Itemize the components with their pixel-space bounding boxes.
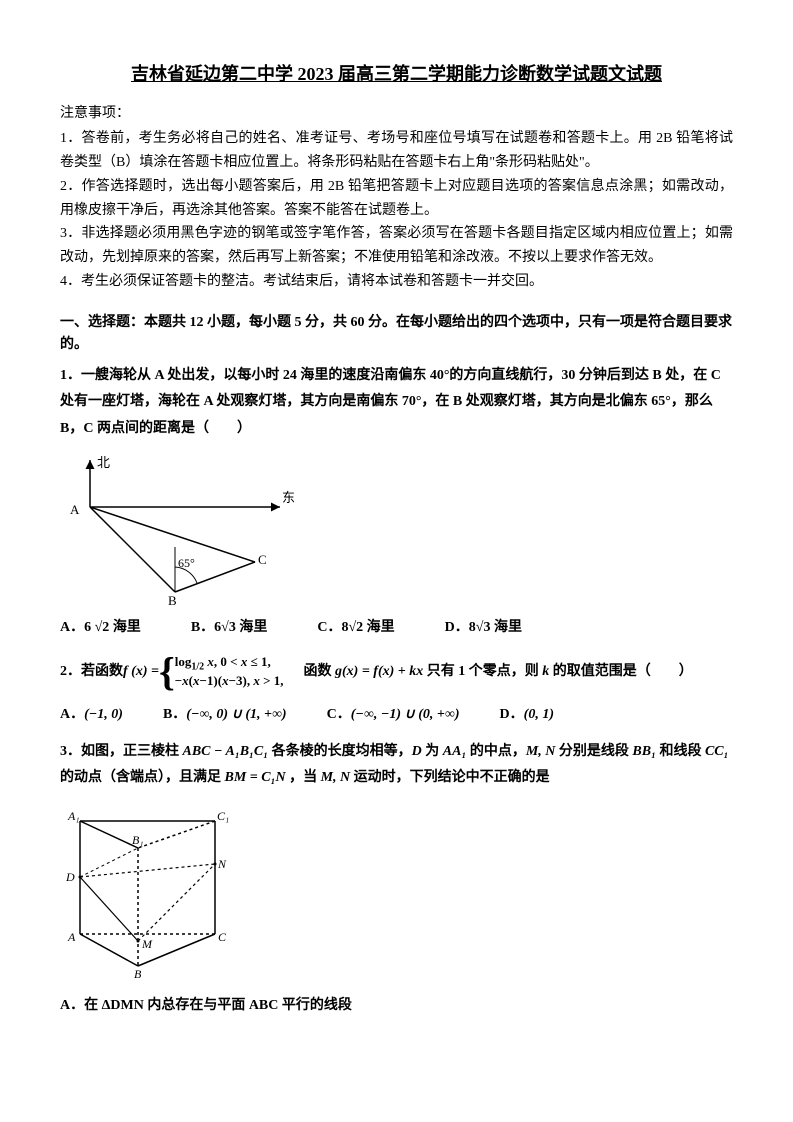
q2-fx: f (x) = [123, 662, 159, 682]
q1-option-c: C．8√2 海里 [317, 617, 394, 639]
q2-option-c: C．(−∞, −1) ∪ (0, +∞) [327, 704, 460, 726]
q3-diagram: A₁ C₁ B₁ D N A C B M [60, 806, 733, 981]
q2-pieces: log1/2 x, 0 < x ≤ 1, −x(x−1)(x−3), x > 1… [175, 654, 284, 690]
a-label: A [70, 502, 80, 517]
m-label: M [141, 937, 153, 951]
section-1-header: 一、选择题：本题共 12 小题，每小题 5 分，共 60 分。在每小题给出的四个… [60, 312, 733, 357]
b-label: B [168, 593, 177, 607]
q2-middle: 函数 g(x) = f(x) + kx 只有 1 个零点，则 k 的取值范围是（… [304, 662, 693, 682]
question-2: 2．若函数 f (x) = { log1/2 x, 0 < x ≤ 1, −x(… [60, 654, 733, 690]
c-label-prism: C [218, 930, 227, 944]
page-title: 吉林省延边第二中学 2023 届高三第二学期能力诊断数学试题文试题 [60, 60, 733, 89]
question-1: 1．一艘海轮从 A 处出发，以每小时 24 海里的速度沿南偏东 40°的方向直线… [60, 363, 733, 443]
q1-text: 1．一艘海轮从 A 处出发，以每小时 24 海里的速度沿南偏东 40°的方向直线… [60, 368, 721, 436]
c1-label: C₁ [217, 809, 229, 823]
notice-2: 2．作答选择题时，选出每小题答案后，用 2B 铅笔把答题卡上对应题目选项的答案信… [60, 175, 733, 223]
q2-option-a: A．(−1, 0) [60, 704, 123, 726]
q2-option-b: B．(−∞, 0) ∪ (1, +∞) [163, 704, 287, 726]
angle-label: 65° [178, 556, 195, 570]
notice-header: 注意事项： [60, 103, 733, 125]
q1-option-b: B．6√3 海里 [191, 617, 268, 639]
b1-label: B₁ [132, 833, 144, 847]
q3-text: 3．如图，正三棱柱 ABC − A₁B₁C₁ 各条棱的长度均相等，D 为 AA₁… [60, 744, 729, 786]
notice-1: 1．答卷前，考生务必将自己的姓名、准考证号、考场号和座位号填写在试题卷和答题卡上… [60, 127, 733, 175]
q3-opta-text: A．在 ΔDMN 内总存在与平面 ABC 平行的线段 [60, 998, 352, 1013]
q3-option-a: A．在 ΔDMN 内总存在与平面 ABC 平行的线段 [60, 993, 733, 1020]
east-label: 东 [282, 490, 295, 505]
brace-icon: { [159, 656, 175, 688]
q2-prefix: 2．若函数 [60, 662, 123, 682]
a-label-prism: A [67, 930, 76, 944]
q1-diagram: 北 东 A 65° B C [60, 452, 733, 607]
n-label: N [217, 857, 227, 871]
north-label: 北 [97, 455, 110, 470]
b-label-prism: B [134, 967, 142, 981]
q1-options: A．6 √2 海里 B．6√3 海里 C．8√2 海里 D．8√3 海里 [60, 617, 733, 639]
q2-piece1: log1/2 x, 0 < x ≤ 1, [175, 654, 284, 674]
notice-3: 3．非选择题必须用黑色字迹的钢笔或签字笔作答，答案必须写在答题卡各题目指定区域内… [60, 222, 733, 270]
notice-4: 4．考生必须保证答题卡的整洁。考试结束后，请将本试卷和答题卡一并交回。 [60, 270, 733, 294]
q2-piece2: −x(x−1)(x−3), x > 1, [175, 673, 284, 690]
c-label: C [258, 552, 267, 567]
q1-option-a: A．6 √2 海里 [60, 617, 141, 639]
q2-options: A．(−1, 0) B．(−∞, 0) ∪ (1, +∞) C．(−∞, −1)… [60, 704, 733, 726]
q2-option-d: D．(0, 1) [500, 704, 554, 726]
a1-label: A₁ [67, 809, 80, 823]
question-3: 3．如图，正三棱柱 ABC − A₁B₁C₁ 各条棱的长度均相等，D 为 AA₁… [60, 739, 733, 792]
q1-option-d: D．8√3 海里 [445, 617, 522, 639]
d-label: D [65, 870, 75, 884]
